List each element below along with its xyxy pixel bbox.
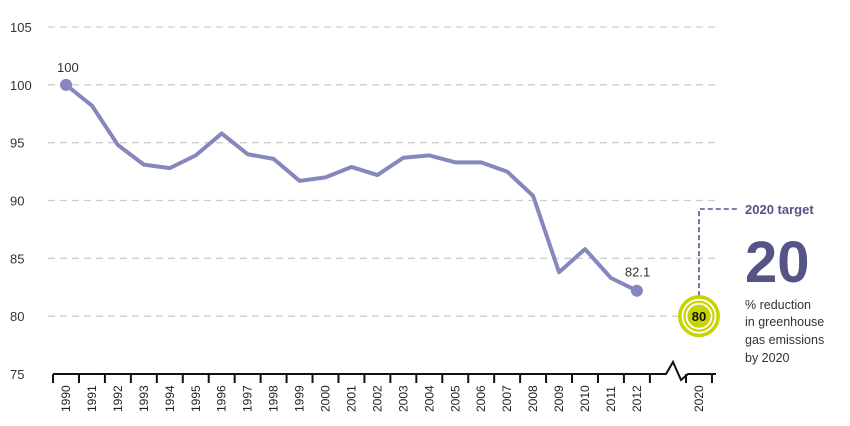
x-tick-label-2006: 2006 [474, 385, 488, 412]
target-title: 2020 target [745, 202, 814, 217]
x-tick-label-1990: 1990 [59, 385, 73, 412]
x-axis-labels: 1990 1991 1992 1993 1994 1995 1996 1997 1998 1999… [59, 385, 706, 412]
x-tick-label-2009: 2009 [552, 385, 566, 412]
x-tick-label-1998: 1998 [267, 385, 281, 412]
x-tick-label-2000: 2000 [319, 385, 333, 412]
emissions-series-line [64, 82, 639, 293]
y-tick-label-85: 85 [10, 251, 24, 266]
y-tick-label-105: 105 [10, 20, 32, 35]
x-tick-label-2007: 2007 [500, 385, 514, 412]
data-label-1990: 100 [57, 60, 79, 75]
data-point-1990 [60, 78, 72, 91]
series-group: 100 82.1 [57, 60, 650, 297]
target-description-line-4: by 2020 [745, 351, 790, 365]
target-ring [681, 298, 717, 334]
x-tick-label-1995: 1995 [189, 385, 203, 412]
x-tick-label-1992: 1992 [111, 385, 125, 412]
x-tick-label-1993: 1993 [137, 385, 151, 412]
x-tick-label-2001: 2001 [344, 385, 358, 412]
gridlines [48, 26, 716, 317]
target-connector [698, 208, 739, 297]
y-tick-label-75: 75 [10, 367, 24, 382]
y-tick-label-90: 90 [10, 194, 24, 209]
x-tick-label-1997: 1997 [241, 385, 255, 412]
x-tick-label-2011: 2011 [604, 386, 618, 412]
x-tick-label-2002: 2002 [370, 385, 384, 412]
x-tick-label-1991: 1991 [85, 385, 99, 412]
x-tick-label-1994: 1994 [163, 385, 177, 412]
target-annotation: 2020 target 20 % reduction in greenhouse… [678, 202, 824, 365]
x-tick-label-2004: 2004 [422, 385, 436, 412]
target-description-line-2: in greenhouse [745, 315, 824, 329]
y-axis-ticks: 75 80 85 90 95 100 105 [10, 20, 32, 382]
target-description-line-1: % reduction [745, 298, 811, 312]
x-axis [52, 359, 716, 383]
x-tick-label-2020: 2020 [692, 385, 706, 412]
data-point-2012 [630, 284, 643, 297]
x-tick-label-2010: 2010 [578, 385, 592, 412]
x-tick-label-2005: 2005 [448, 385, 462, 412]
target-description-line-3: gas emissions [745, 333, 824, 347]
target-marker-inner [685, 302, 713, 330]
x-axis-line [53, 359, 716, 382]
x-tick-label-2012: 2012 [630, 385, 644, 412]
y-tick-label-95: 95 [10, 136, 24, 151]
x-tick-label-1996: 1996 [215, 385, 229, 412]
x-tick-label-1999: 1999 [293, 385, 307, 412]
target-big-number: 20 [745, 230, 810, 295]
target-value-label: 80 [692, 309, 706, 324]
y-tick-label-80: 80 [10, 309, 24, 324]
x-tick-label-2003: 2003 [396, 385, 410, 412]
data-label-2012: 82.1 [625, 265, 650, 280]
y-tick-label-100: 100 [10, 78, 32, 93]
x-tick-label-2008: 2008 [526, 385, 540, 412]
